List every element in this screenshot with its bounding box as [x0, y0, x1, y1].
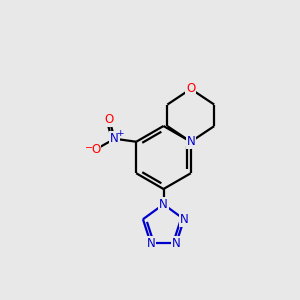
Text: +: + — [116, 129, 124, 138]
Text: O: O — [105, 113, 114, 126]
Text: N: N — [172, 237, 181, 250]
Text: N: N — [186, 135, 195, 148]
Text: O: O — [186, 82, 195, 95]
Text: O: O — [92, 143, 100, 156]
Text: N: N — [180, 213, 188, 226]
Text: N: N — [159, 198, 168, 211]
Text: N: N — [146, 237, 155, 250]
Text: −: − — [85, 143, 94, 153]
Text: N: N — [110, 132, 119, 145]
